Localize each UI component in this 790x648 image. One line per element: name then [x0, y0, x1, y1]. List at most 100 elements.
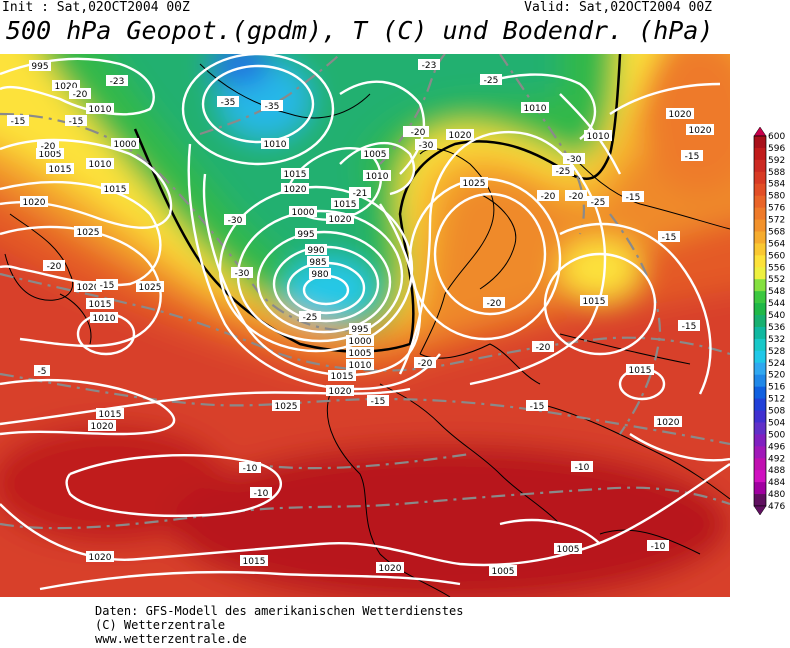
legend-tick-label: 532 [768, 335, 785, 345]
isobar-label-bg [281, 168, 309, 179]
legend-tick-label: 480 [768, 490, 785, 500]
legend-tick-label: 516 [768, 383, 785, 393]
isobar-label-text: 995 [31, 62, 48, 72]
legend-swatch [754, 326, 766, 340]
isobar-label: 1010 [90, 312, 118, 324]
isobar-label-bg [666, 108, 694, 119]
isotherm-label-bg [261, 100, 283, 111]
isotherm-label-text: -21 [353, 189, 368, 199]
isotherm-label: -30 [231, 267, 253, 279]
isobar-label-text: 1010 [89, 105, 112, 115]
isobar-label: 1020 [446, 129, 474, 141]
isotherm-label-bg [526, 400, 548, 411]
legend-swatch [754, 410, 766, 423]
legend-top-arrow [753, 126, 767, 137]
isobar-label-bg [349, 323, 371, 334]
isotherm-label: -25 [552, 165, 574, 177]
isobar-label-text: 1005 [349, 349, 372, 359]
isobar-label: 1000 [346, 335, 374, 347]
legend-swatch [754, 374, 766, 388]
isobars [0, 54, 730, 591]
color-scale-legend: 600 596 592 588 584 580 576 572 568 564 560 556 552 5… [752, 126, 790, 516]
legend-swatch [754, 195, 766, 209]
isobar-label: 1020 [52, 80, 80, 92]
isobar-label: 1020 [326, 385, 354, 397]
isobar-label-bg [346, 347, 374, 358]
isotherm-label-bg [552, 165, 574, 176]
isotherm-label-text: -15 [11, 117, 26, 127]
isobar-label-text: 995 [297, 230, 314, 240]
legend-swatch [754, 183, 766, 197]
isobar-label: 1010 [261, 138, 289, 150]
legend-tick-label: 544 [768, 299, 785, 309]
isotherm-label-text: -30 [567, 155, 582, 165]
isotherm-label: -25 [480, 74, 502, 86]
isotherm-label-text: -35 [265, 102, 280, 112]
legend-tick-label: 600 [768, 132, 785, 142]
isobar-label-bg [272, 400, 300, 411]
isobar-label-bg [86, 551, 114, 562]
isobar-label-text: 1015 [89, 300, 112, 310]
isotherm-label: -15 [622, 191, 644, 203]
legend-tick-label: 496 [768, 442, 785, 452]
isobar-label: 980 [309, 268, 331, 280]
isobar-label-bg [626, 364, 654, 375]
weather-map: 995 1020 1010 1000 1015 1005 1010 1015 1020 1025 1… [0, 54, 730, 597]
isobar-label-text: 1000 [114, 140, 137, 150]
isobar-label-text: 1020 [77, 283, 100, 293]
legend-tick-label: 556 [768, 263, 785, 273]
legend-swatch [754, 434, 766, 447]
isotherm-label: -20 [483, 297, 505, 309]
legend-tick-label: 584 [768, 180, 785, 190]
isotherm-label: -15 [681, 150, 703, 162]
legend-swatch [754, 398, 766, 412]
isotherm-label-text: -15 [371, 397, 386, 407]
legend-swatch [754, 386, 766, 400]
isobar-label-bg [281, 183, 309, 194]
isobar-label: 1015 [626, 364, 654, 376]
isotherm-label-text: -30 [419, 141, 434, 151]
isotherm-label-text: -25 [556, 167, 571, 177]
legend-swatch [754, 267, 766, 280]
isobar-label: 995 [29, 60, 51, 72]
isotherm-label: -20 [537, 190, 559, 202]
isobar-label: 995 [295, 228, 317, 240]
footer-line-website: www.wetterzentrale.de [95, 632, 247, 646]
isobar-label-text: 1005 [39, 150, 62, 160]
isotherm-label: -20 [414, 357, 436, 369]
isotherm-label-bg [231, 267, 253, 278]
legend-swatch [754, 159, 766, 173]
isobar-label-text: 1015 [334, 200, 357, 210]
isotherm-label-text: -15 [100, 281, 115, 291]
legend-bottom-arrow [753, 505, 767, 516]
legend-tick-label: 592 [768, 156, 785, 166]
legend-swatch [754, 219, 766, 232]
isobar-label-text: 1020 [449, 131, 472, 141]
isobar-label-bg [90, 312, 118, 323]
isobar-label-bg [74, 226, 102, 237]
legend-tick-label: 596 [768, 144, 785, 154]
isobar-label-bg [74, 281, 102, 292]
isobar-label-bg [261, 138, 289, 149]
isobar-label: 1020 [88, 420, 116, 432]
isobar-label-text: 1025 [275, 402, 298, 412]
isotherm-label-text: -15 [685, 152, 700, 162]
isotherm-label: -15 [367, 395, 389, 407]
isotherm-label-bg [571, 461, 593, 472]
legend-swatch [754, 338, 766, 352]
isotherm-label: -20 [407, 126, 429, 138]
isobar-label-text: 1020 [657, 418, 680, 428]
isotherm-label-text: -23 [110, 77, 125, 87]
legend-swatch [754, 279, 766, 292]
isotherm-label: -25 [587, 196, 609, 208]
isobar-label: 1025 [272, 400, 300, 412]
isobar-label-bg [36, 148, 64, 159]
isobar-label: 1025 [136, 281, 164, 293]
isotherm-label: -20 [532, 341, 554, 353]
isobar-label-bg [328, 370, 356, 381]
footer-line-copyright: (C) Wetterzentrale [95, 618, 226, 632]
isobar-label-text: 1010 [587, 132, 610, 142]
isobar-label-bg [346, 335, 374, 346]
isobar-label: 1020 [20, 196, 48, 208]
isotherm-label-bg [299, 311, 321, 322]
